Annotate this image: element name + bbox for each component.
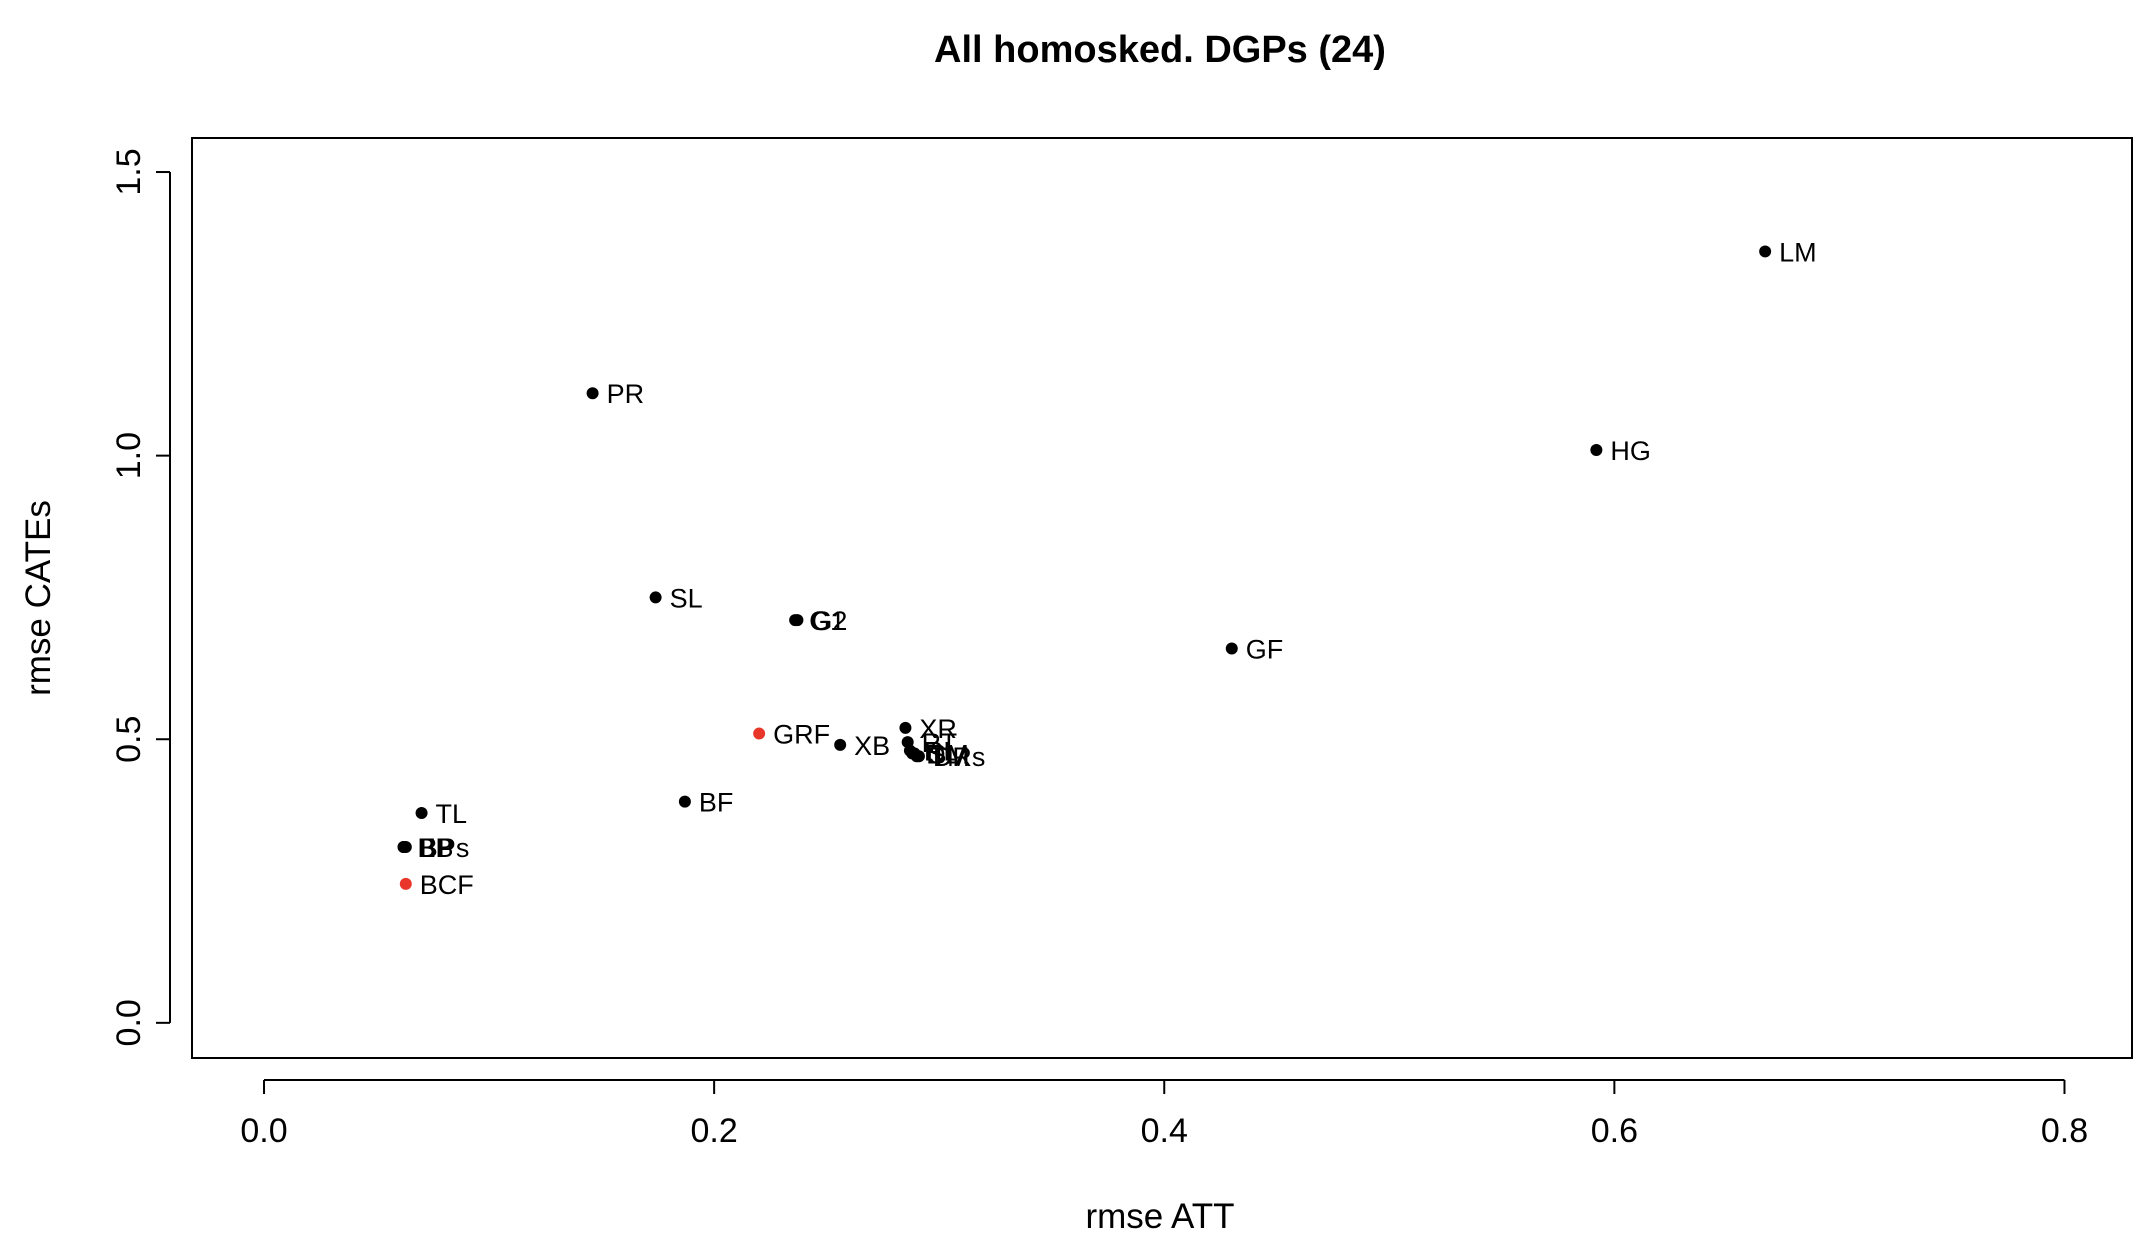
data-point-bcf — [399, 877, 412, 890]
y-axis: 0.0 0.5 1.0 1.5 — [110, 148, 171, 1046]
data-point-gf — [1225, 642, 1238, 655]
data-label-pr: PR — [607, 379, 645, 409]
data-label-dl: DL — [926, 739, 961, 769]
data-point-tl — [415, 806, 428, 819]
data-label-bp: BP — [418, 833, 454, 863]
x-tick-label: 0.8 — [2041, 1112, 2088, 1150]
x-tick-label: 0.6 — [1591, 1112, 1638, 1150]
data-label-rt: RT — [922, 728, 958, 758]
data-point-pr — [586, 387, 599, 400]
x-tick-label: 0.2 — [691, 1112, 738, 1150]
data-label-tl: TL — [436, 799, 468, 829]
data-label-grf: GRF — [773, 720, 830, 750]
data-label-g2: G2 — [811, 606, 847, 636]
x-axis-label: rmse ATT — [1085, 1197, 1234, 1236]
data-label-bf: BF — [699, 788, 734, 818]
data-point-drs — [912, 750, 925, 763]
data-point-grf — [753, 727, 766, 740]
data-points — [397, 245, 1772, 890]
data-label-gf: GF — [1246, 634, 1284, 664]
data-label-sl: SL — [670, 583, 703, 613]
data-point-xr — [899, 721, 912, 734]
data-label-bcf: BCF — [420, 870, 474, 900]
data-point-g2 — [791, 614, 804, 627]
data-point-sl — [649, 591, 662, 604]
data-point-bps — [399, 841, 412, 854]
data-label-rl: RL — [924, 737, 959, 767]
chart-title: All homosked. DGPs (24) — [934, 29, 1386, 71]
y-tick-label: 1.5 — [110, 148, 148, 195]
x-axis: 0.0 0.2 0.4 0.6 0.8 — [240, 1079, 2088, 1150]
plot-frame — [191, 137, 2133, 1059]
data-label-drs: DRs — [933, 742, 986, 772]
data-label-xb: XB — [854, 731, 890, 761]
data-label-eb: EB — [418, 833, 454, 863]
y-tick-label: 0.5 — [110, 716, 148, 763]
data-label-g1: G1 — [809, 606, 845, 636]
x-tick-label: 0.0 — [240, 1112, 287, 1150]
data-label-sm: SM — [928, 739, 969, 769]
data-point-bf — [678, 795, 691, 808]
data-label-bps: BPs — [420, 833, 470, 863]
y-axis-label: rmse CATEs — [19, 500, 58, 696]
data-point-hg — [1590, 443, 1603, 456]
data-point-xb — [834, 738, 847, 751]
data-label-xr: XR — [919, 714, 957, 744]
data-label-lm: LM — [1779, 237, 1817, 267]
y-tick-label: 1.0 — [110, 432, 148, 479]
y-tick-label: 0.0 — [110, 999, 148, 1046]
x-tick-label: 0.4 — [1141, 1112, 1188, 1150]
data-point-lm — [1759, 245, 1772, 258]
data-label-hg: HG — [1610, 436, 1651, 466]
data-label-tm: TM — [931, 742, 970, 772]
